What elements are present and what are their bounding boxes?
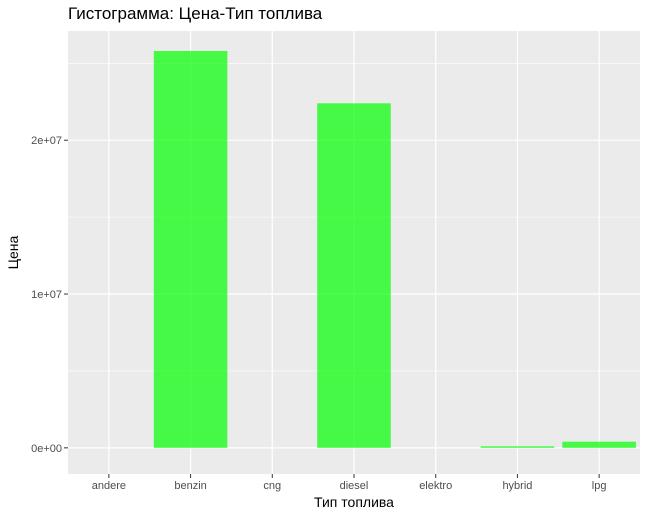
y-axis-ticks: 0e+00 1e+07 2e+07 — [31, 135, 68, 455]
bars — [153, 50, 636, 448]
y-tick-label: 2e+07 — [31, 135, 62, 147]
bar-diesel — [317, 103, 391, 448]
y-axis-title: Цена — [5, 235, 21, 269]
bar-benzin — [153, 50, 228, 448]
x-tick-label: andere — [92, 480, 126, 492]
x-axis-title: Тип топлива — [314, 494, 394, 510]
x-tick-label: hybrid — [502, 480, 532, 492]
y-tick-label: 1e+07 — [31, 289, 62, 301]
x-tick-label: elektro — [419, 480, 452, 492]
x-tick-label: lpg — [592, 480, 607, 492]
x-tick-label: cng — [263, 480, 281, 492]
bar-hybrid — [480, 446, 555, 448]
x-tick-label: diesel — [340, 480, 369, 492]
y-tick-label: 0e+00 — [31, 443, 62, 455]
chart-title: Гистограмма: Цена-Тип топлива — [68, 4, 323, 23]
x-tick-label: benzin — [174, 480, 206, 492]
bar-lpg — [562, 441, 636, 448]
x-axis-ticks: andere benzin cng diesel elektro hybrid lpg — [92, 474, 607, 492]
